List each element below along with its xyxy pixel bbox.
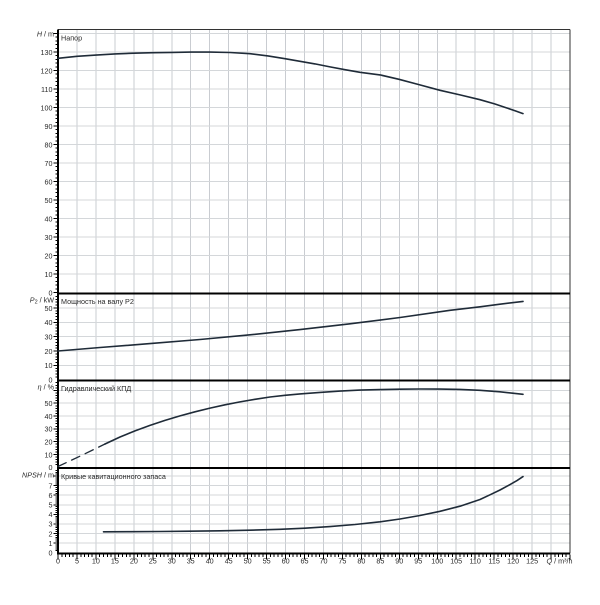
svg-text:45: 45 [225, 557, 233, 566]
svg-text:55: 55 [263, 557, 271, 566]
svg-text:4: 4 [49, 510, 53, 519]
svg-text:80: 80 [357, 557, 365, 566]
svg-text:115: 115 [488, 557, 499, 566]
svg-text:30: 30 [45, 425, 53, 434]
svg-text:60: 60 [282, 557, 290, 566]
svg-text:20: 20 [45, 437, 53, 446]
svg-text:90: 90 [395, 557, 403, 566]
svg-text:5: 5 [75, 557, 79, 566]
svg-text:50: 50 [45, 399, 53, 408]
svg-text:50: 50 [45, 304, 53, 313]
svg-text:40: 40 [45, 412, 53, 421]
svg-text:100: 100 [431, 557, 443, 566]
svg-text:20: 20 [130, 557, 138, 566]
svg-text:50: 50 [244, 557, 252, 566]
svg-text:120: 120 [41, 66, 53, 75]
svg-text:0: 0 [49, 548, 53, 557]
svg-text:10: 10 [45, 361, 53, 370]
svg-text:100: 100 [41, 103, 53, 112]
svg-text:0: 0 [49, 463, 53, 472]
svg-text:15: 15 [111, 557, 119, 566]
svg-text:40: 40 [45, 318, 53, 327]
svg-text:75: 75 [338, 557, 346, 566]
svg-text:30: 30 [45, 332, 53, 341]
svg-text:NPSH / m: NPSH / m [22, 470, 54, 479]
svg-text:Гидравлический КПД: Гидравлический КПД [61, 384, 131, 393]
svg-text:50: 50 [45, 196, 53, 205]
svg-text:110: 110 [41, 85, 52, 94]
svg-text:35: 35 [187, 557, 195, 566]
svg-text:5: 5 [49, 501, 53, 510]
svg-text:40: 40 [206, 557, 214, 566]
svg-text:3: 3 [49, 520, 53, 529]
svg-text:120: 120 [507, 557, 519, 566]
svg-text:110: 110 [469, 557, 480, 566]
svg-text:6: 6 [49, 491, 53, 500]
svg-text:Напор: Напор [61, 33, 82, 42]
svg-text:30: 30 [45, 233, 53, 242]
svg-text:10: 10 [45, 270, 53, 279]
svg-text:0: 0 [49, 376, 53, 385]
svg-text:40: 40 [45, 214, 53, 223]
svg-text:80: 80 [45, 140, 53, 149]
svg-text:Мощность на валу P2: Мощность на валу P2 [61, 297, 134, 306]
svg-text:70: 70 [320, 557, 328, 566]
svg-text:Q / m³/h: Q / m³/h [547, 557, 573, 566]
svg-text:65: 65 [301, 557, 309, 566]
svg-text:25: 25 [149, 557, 157, 566]
svg-text:7: 7 [49, 481, 53, 490]
svg-text:95: 95 [414, 557, 422, 566]
svg-text:2: 2 [49, 529, 53, 538]
svg-text:60: 60 [45, 177, 53, 186]
svg-text:Кривые кавитационного запаса: Кривые кавитационного запаса [61, 472, 166, 481]
svg-text:20: 20 [45, 251, 53, 260]
svg-text:70: 70 [45, 159, 53, 168]
svg-text:85: 85 [376, 557, 384, 566]
svg-text:30: 30 [168, 557, 176, 566]
svg-text:10: 10 [45, 450, 53, 459]
svg-text:H / m: H / m [37, 29, 54, 38]
svg-text:1: 1 [49, 539, 53, 548]
svg-text:90: 90 [45, 122, 53, 131]
svg-text:20: 20 [45, 347, 53, 356]
svg-text:0: 0 [49, 288, 53, 297]
svg-text:10: 10 [92, 557, 100, 566]
svg-text:130: 130 [41, 48, 53, 57]
svg-text:η / %: η / % [38, 382, 55, 391]
svg-text:0: 0 [56, 557, 60, 566]
svg-text:P2 / kW: P2 / kW [30, 295, 54, 305]
svg-text:105: 105 [450, 557, 462, 566]
svg-text:125: 125 [526, 557, 538, 566]
